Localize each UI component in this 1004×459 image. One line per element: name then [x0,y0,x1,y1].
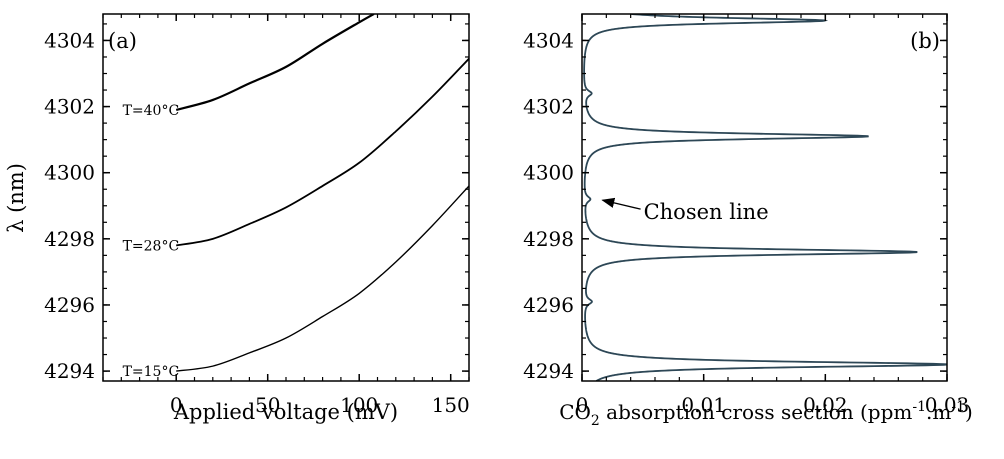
y-tick-label: 4298 [44,227,95,251]
x-tick-label: 0 [576,393,589,417]
y-tick-label: 4302 [523,95,574,119]
series-label: T=28°C [123,238,180,254]
panel-b-ticks: 0 0.01 0.02 0.03 4294 4296 4298 4300 4302 4304 [523,14,969,417]
x-tick-label: 0.03 [925,393,970,417]
panel-b-plot-area: Chosen line [583,14,947,381]
series-line [176,58,469,247]
y-tick-label: 4294 [523,359,574,383]
annotation-text: Chosen line [644,200,769,224]
panel-a: T=40°C T=28°C T=15°C 0 50 100 150 4294 4296 4298… [4,13,470,424]
spectrum-line [583,14,947,381]
series-label: T=15°C [123,364,180,380]
x-tick-label: 50 [255,393,280,417]
y-tick-label: 4302 [44,95,95,119]
x-tick-label: 150 [432,393,470,417]
series-line [176,185,469,372]
annotation-arrow [601,197,641,210]
x-tick-label: 0.02 [803,393,848,417]
series-line [175,14,375,111]
y-tick-label: 4300 [523,161,574,185]
x-tick-label: 0.01 [681,393,726,417]
y-tick-label: 4296 [44,293,95,317]
panel-b-xlabel: CO2 absorption cross section (ppm-1.m-1) [559,399,973,429]
panel-b: Chosen line 0 0.01 0.02 0.03 4294 4296 4298 430… [523,13,973,429]
panel-a-frame [102,13,470,382]
y-tick-label: 4304 [523,28,574,52]
x-tick-label: 100 [340,393,378,417]
panel-b-label: (b) [910,29,940,53]
y-tick-label: 4294 [44,359,95,383]
y-tick-label: 4296 [523,293,574,317]
x-tick-label: 0 [170,393,183,417]
y-tick-label: 4298 [523,227,574,251]
panel-a-ticks: 0 50 100 150 4294 4296 4298 4300 4302 4304 [44,14,470,417]
panel-b-frame [581,13,948,382]
panel-a-plot-area: T=40°C T=28°C T=15°C [123,14,469,380]
panel-a-label: (a) [108,29,137,53]
series-label: T=40°C [123,103,180,119]
panel-a-xlabel: Applied voltage (mV) [173,400,398,424]
y-tick-label: 4304 [44,28,95,52]
panel-a-ylabel: λ (nm) [4,163,28,233]
y-tick-label: 4300 [44,161,95,185]
